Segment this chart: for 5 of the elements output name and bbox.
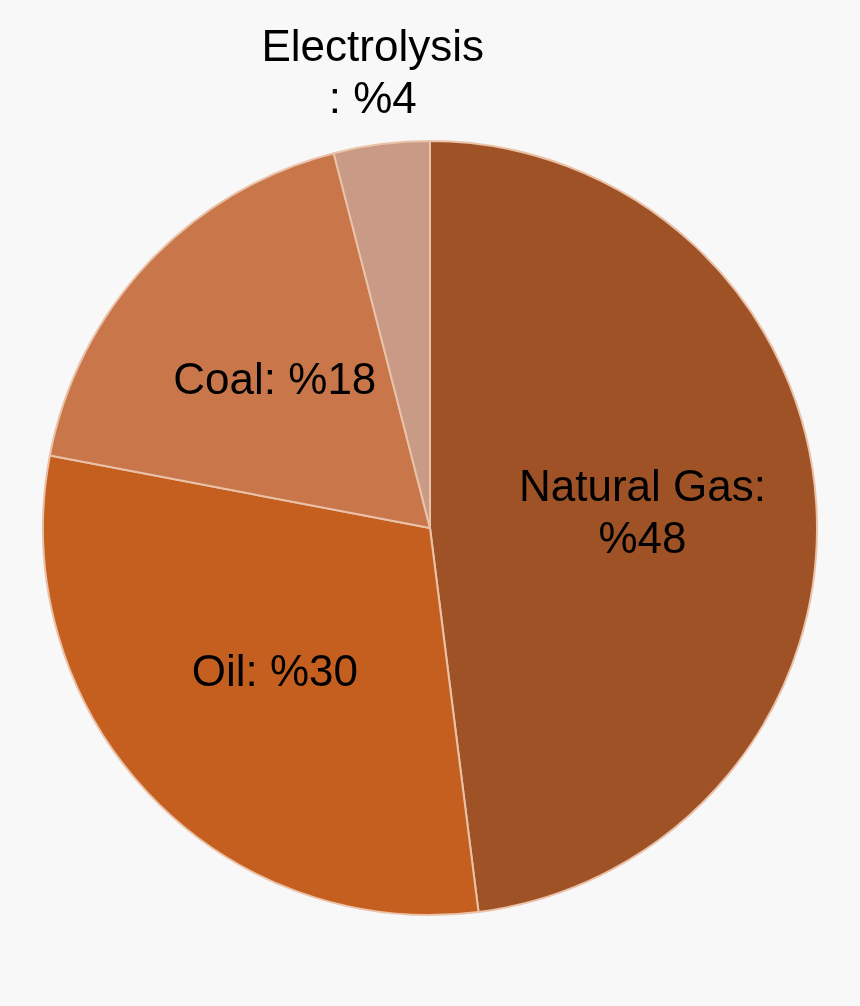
slice-label: Oil: %30 <box>191 645 358 695</box>
slice-label: Coal: %18 <box>173 354 377 404</box>
slice-label: Electrolysis <box>261 20 484 70</box>
data-label: : %4 <box>328 72 417 122</box>
slice-label: Natural Gas: %48 <box>518 460 766 562</box>
